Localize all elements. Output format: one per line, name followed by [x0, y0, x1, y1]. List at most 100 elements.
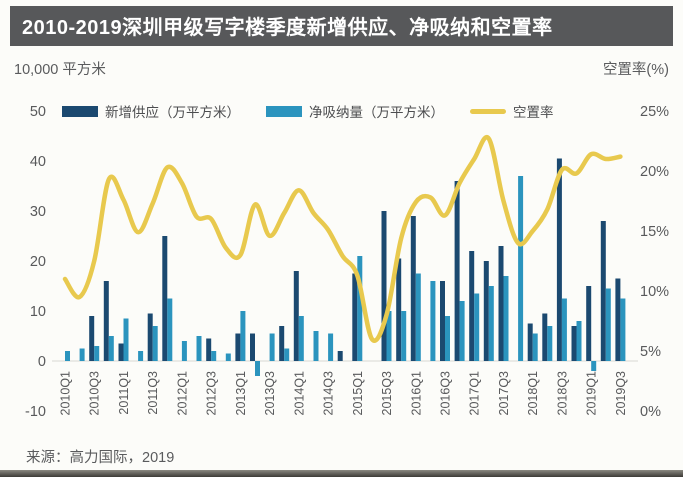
supply-bar: [440, 281, 445, 361]
supply-bar: [469, 251, 475, 361]
absorption-bar: [284, 348, 290, 361]
right-axis-title-label: 空置率(%): [602, 62, 669, 78]
x-axis-tick-label: 2010Q3: [88, 371, 102, 416]
supply-bar: [381, 211, 387, 361]
x-axis-tick-label: 2018Q1: [526, 371, 540, 416]
vacancy-rate-line: [62, 134, 623, 343]
left-axis-tick-label: 10: [30, 304, 46, 320]
x-axis-tick-label: 2012Q1: [175, 371, 189, 416]
chart-legend: 新增供应（万平方米） 净吸纳量（万平方米） 空置率: [62, 101, 554, 121]
x-axis-tick-label: 2016Q3: [439, 371, 453, 416]
absorption-bar: [518, 176, 524, 361]
absorption-bar: [196, 336, 202, 361]
x-axis-tick-label: 2011Q3: [146, 371, 160, 415]
absorption-bar: [152, 326, 158, 361]
x-axis-tick-label: 2012Q3: [205, 371, 219, 416]
x-axis-tick-label: 2013Q3: [263, 371, 277, 416]
absorption-bar: [211, 351, 217, 361]
right-axis-tick-label: 0%: [640, 404, 661, 420]
absorption-bar: [620, 298, 626, 361]
supply-bar: [206, 338, 212, 361]
vacancy-line-swatch-icon: [470, 108, 506, 114]
absorption-bar: [94, 346, 100, 361]
absorption-bar: [386, 311, 392, 361]
absorption-bar: [79, 348, 85, 361]
x-axis-tick-label: 2017Q3: [497, 371, 511, 416]
x-axis-tick-label: 2015Q1: [351, 371, 365, 416]
supply-bar: [615, 278, 621, 361]
absorption-bar: [561, 298, 567, 361]
supply-bar: [279, 326, 285, 361]
supply-swatch-icon: [62, 105, 98, 117]
absorption-bar: [605, 288, 611, 361]
supply-bar: [250, 333, 255, 361]
supply-bar: [103, 281, 109, 361]
supply-bar: [498, 246, 504, 361]
right-axis-tick-label: 15%: [640, 224, 669, 240]
absorption-bar: [357, 256, 363, 361]
supply-bar: [542, 313, 548, 361]
chart-canvas: 50 40 30 20 10 0 -10 25% 20% 15% 10% 5% 0% 2010Q1 2010…: [25, 104, 669, 420]
left-axis-unit-label: 10,000 平方米: [14, 62, 106, 78]
x-axis-tick-label: 2019Q3: [614, 371, 628, 416]
left-axis-tick-label: 30: [30, 204, 46, 220]
supply-bar: [483, 261, 489, 361]
left-axis-tick-label: 50: [30, 104, 46, 120]
absorption-bar: [269, 333, 275, 361]
supply-bar: [556, 158, 562, 361]
supply-bar: [162, 236, 168, 361]
x-axis-tick-label: 2013Q1: [234, 371, 248, 416]
absorption-bar: [225, 353, 231, 361]
page-title: 2010-2019深圳甲级写字楼季度新增供应、净吸纳和空置率: [10, 6, 673, 46]
left-axis-tick-label: 0: [38, 354, 46, 370]
absorption-bar: [65, 351, 70, 361]
absorption-bar: [547, 326, 553, 361]
absorption-swatch-icon: [266, 105, 302, 117]
source-note: 来源：高力国际，2019: [26, 450, 175, 466]
x-axis-tick-label: 2014Q3: [322, 371, 336, 416]
legend-item-new-supply: 新增供应（万平方米）: [62, 101, 240, 121]
absorption-bar: [459, 301, 465, 361]
legend-item-net-absorption: 净吸纳量（万平方米）: [266, 101, 444, 121]
x-axis-tick-label: 2018Q3: [555, 371, 569, 416]
absorption-bar: [313, 331, 319, 361]
absorption-bar: [181, 341, 187, 361]
left-axis-tick-label: -10: [25, 404, 46, 420]
supply-bar: [118, 343, 124, 361]
left-axis-tick-label: 40: [30, 154, 46, 170]
supply-bar: [293, 271, 299, 361]
x-axis-tick-label: 2015Q3: [380, 371, 394, 416]
supply-bar: [571, 326, 577, 361]
supply-bar: [89, 316, 95, 361]
supply-bar: [454, 181, 460, 361]
x-axis-tick-label: 2014Q1: [292, 371, 306, 416]
legend-label-supply: 新增供应（万平方米）: [105, 105, 240, 120]
supply-bar: [586, 286, 592, 361]
absorption-bar: [532, 333, 538, 361]
left-axis-tick-label: 20: [30, 254, 46, 270]
absorption-bar: [255, 361, 260, 376]
absorption-bar: [430, 281, 436, 361]
x-axis-tick-label: 2017Q1: [468, 371, 482, 416]
x-axis-tick-label: 2010Q1: [59, 371, 73, 416]
absorption-bar: [240, 311, 246, 361]
supply-bar: [410, 216, 416, 361]
legend-item-vacancy-rate: 空置率: [470, 101, 554, 121]
supply-bar: [352, 273, 358, 361]
absorption-bar: [474, 293, 480, 361]
axis-header: 10,000 平方米 空置率(%): [14, 58, 669, 79]
x-axis-tick-label: 2011Q1: [117, 371, 131, 415]
absorption-bar: [503, 276, 509, 361]
chart-area: 新增供应（万平方米） 净吸纳量（万平方米） 空置率 50 40 30 20 10 0 -10…: [0, 81, 683, 458]
supply-bar: [235, 333, 241, 361]
absorption-bar: [108, 336, 114, 361]
absorption-bar: [488, 286, 494, 361]
x-axis-tick-label: 2016Q1: [409, 371, 423, 416]
supply-bar: [147, 313, 153, 361]
supply-bar: [337, 351, 343, 361]
absorption-bar: [298, 316, 304, 361]
supply-bar: [600, 221, 606, 361]
right-axis-tick-label: 20%: [640, 164, 669, 180]
absorption-bar: [415, 273, 421, 361]
